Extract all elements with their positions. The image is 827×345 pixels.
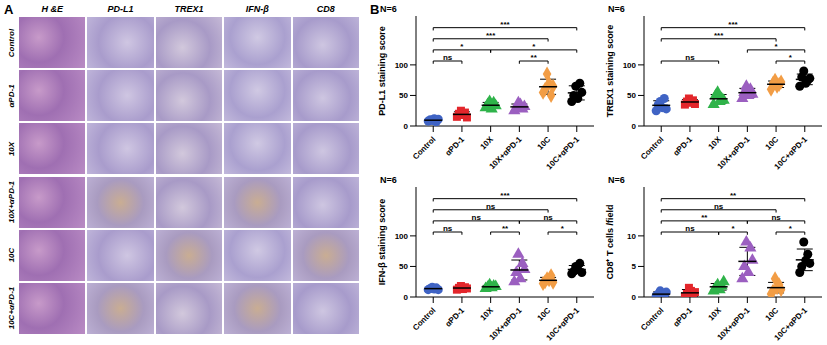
svg-text:αPD-1: αPD-1: [443, 134, 466, 157]
html-text:IFN-β: IFN-β: [245, 4, 269, 14]
svg-text:ns: ns: [714, 202, 724, 211]
svg-text:0: 0: [404, 122, 409, 131]
svg-text:**: **: [730, 191, 737, 200]
svg-text:10C: 10C: [536, 135, 553, 152]
svg-text:TREX1 staining score: TREX1 staining score: [605, 25, 615, 118]
svg-text:CD8⁺ T cells /field: CD8⁺ T cells /field: [605, 204, 615, 279]
html-text:10X+αPD-1: 10X+αPD-1: [6, 181, 16, 224]
svg-text:10X+αPD-1: 10X+αPD-1: [487, 134, 523, 170]
svg-text:5: 5: [632, 262, 637, 271]
html-text:A: A: [4, 2, 14, 17]
svg-text:10X: 10X: [478, 305, 495, 322]
html-text:H &E: H &E: [41, 4, 63, 14]
svg-text:100: 100: [395, 61, 409, 70]
svg-text:10X: 10X: [706, 134, 723, 151]
svg-text:10C: 10C: [764, 306, 781, 323]
svg-text:ns: ns: [771, 213, 781, 222]
html-text:N=6: N=6: [608, 4, 625, 14]
svg-text:Control: Control: [411, 135, 437, 161]
svg-text:*: *: [789, 224, 793, 233]
svg-text:50: 50: [399, 262, 408, 271]
svg-text:10C: 10C: [536, 306, 553, 323]
svg-text:10: 10: [627, 232, 636, 241]
svg-text:ns: ns: [543, 213, 553, 222]
svg-text:100: 100: [623, 61, 637, 70]
svg-text:***: ***: [714, 31, 724, 40]
svg-text:0: 0: [404, 293, 409, 302]
html-text:B: B: [370, 2, 380, 17]
html-text:CD8: CD8: [316, 4, 335, 14]
svg-text:10X: 10X: [478, 134, 495, 151]
svg-text:50: 50: [399, 91, 408, 100]
html-text:10C: 10C: [6, 247, 16, 263]
svg-text:ns: ns: [685, 53, 695, 62]
html-text:αPD-1: αPD-1: [6, 84, 16, 108]
svg-text:**: **: [531, 53, 538, 62]
svg-text:***: ***: [728, 20, 738, 29]
svg-text:αPD-1: αPD-1: [443, 305, 466, 328]
html-text:N=6: N=6: [380, 175, 397, 185]
html-text:TREX1: TREX1: [174, 4, 204, 14]
html-text:10C+αPD-1: 10C+αPD-1: [6, 287, 16, 330]
svg-text:IFN-β staining score: IFN-β staining score: [377, 199, 387, 286]
html-text:10X: 10X: [6, 141, 16, 156]
svg-text:*: *: [561, 224, 565, 233]
svg-text:100: 100: [395, 232, 409, 241]
svg-text:*: *: [731, 224, 735, 233]
svg-text:Control: Control: [411, 306, 437, 332]
svg-text:ns: ns: [472, 213, 482, 222]
svg-text:*: *: [789, 53, 793, 62]
svg-text:10X+αPD-1: 10X+αPD-1: [715, 134, 751, 170]
svg-text:*: *: [775, 42, 779, 51]
svg-text:10X: 10X: [706, 305, 723, 322]
svg-text:***: ***: [500, 20, 510, 29]
svg-text:10C+αPD-1: 10C+αPD-1: [773, 305, 810, 342]
svg-text:ns: ns: [486, 202, 496, 211]
html-text:N=6: N=6: [608, 175, 625, 185]
svg-text:ns: ns: [685, 224, 695, 233]
svg-text:αPD-1: αPD-1: [671, 134, 694, 157]
svg-text:αPD-1: αPD-1: [671, 305, 694, 328]
svg-text:10C+αPD-1: 10C+αPD-1: [773, 134, 810, 171]
html-text:N=6: N=6: [380, 4, 397, 14]
svg-text:10X+αPD-1: 10X+αPD-1: [715, 305, 751, 341]
svg-text:PD-L1 staining score: PD-L1 staining score: [377, 26, 387, 116]
svg-text:ns: ns: [443, 53, 453, 62]
svg-text:Control: Control: [639, 306, 665, 332]
svg-text:0: 0: [632, 122, 637, 131]
svg-text:**: **: [701, 213, 708, 222]
html-text:PD-L1: PD-L1: [107, 4, 134, 14]
svg-text:10X+αPD-1: 10X+αPD-1: [487, 305, 523, 341]
svg-text:**: **: [502, 224, 509, 233]
svg-text:10C+αPD-1: 10C+αPD-1: [545, 305, 582, 342]
svg-text:*: *: [460, 42, 464, 51]
svg-text:Control: Control: [639, 135, 665, 161]
svg-text:ns: ns: [443, 224, 453, 233]
svg-text:10C: 10C: [764, 135, 781, 152]
svg-text:0: 0: [632, 293, 637, 302]
svg-text:***: ***: [486, 31, 496, 40]
svg-text:50: 50: [627, 91, 636, 100]
svg-text:***: ***: [500, 191, 510, 200]
html-text:Control: Control: [6, 28, 16, 57]
svg-text:*: *: [532, 42, 536, 51]
svg-text:10C+αPD-1: 10C+αPD-1: [545, 134, 582, 171]
